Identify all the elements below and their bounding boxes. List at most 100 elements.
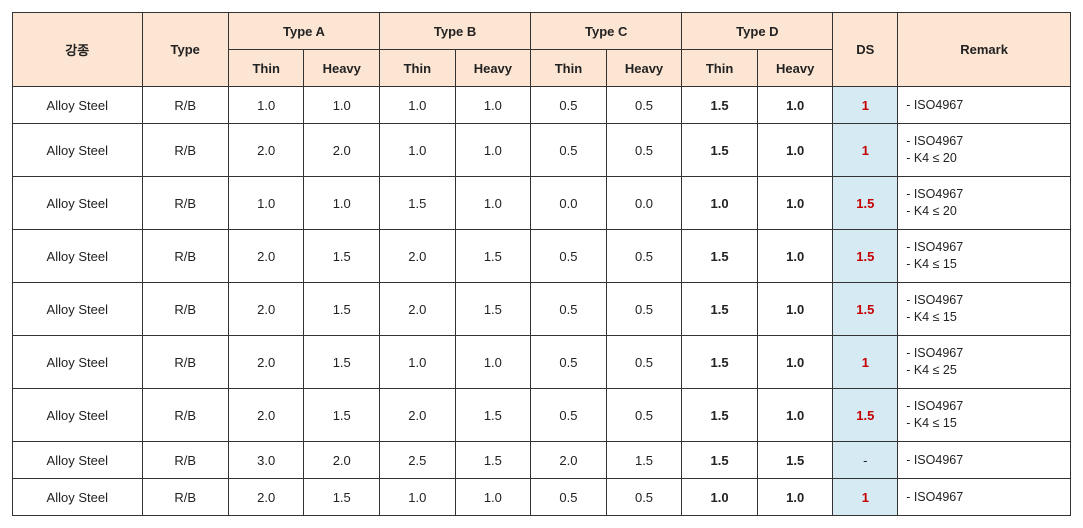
cell-grade: Alloy Steel [13, 336, 143, 389]
cell-remark: - ISO4967- K4 ≤ 20 [898, 177, 1071, 230]
col-subheader-b-thin: Thin [380, 50, 456, 87]
col-subheader-d-heavy: Heavy [757, 50, 833, 87]
cell-c-heavy: 0.5 [606, 389, 682, 442]
col-header-remark: Remark [898, 13, 1071, 87]
cell-b-heavy: 1.0 [455, 124, 531, 177]
cell-c-thin: 0.5 [531, 87, 607, 124]
cell-a-thin: 2.0 [228, 230, 304, 283]
col-header-ds: DS [833, 13, 898, 87]
cell-c-thin: 0.5 [531, 124, 607, 177]
cell-b-heavy: 1.5 [455, 230, 531, 283]
cell-a-thin: 1.0 [228, 177, 304, 230]
cell-grade: Alloy Steel [13, 177, 143, 230]
cell-a-heavy: 1.0 [304, 177, 380, 230]
cell-remark: - ISO4967 [898, 442, 1071, 479]
cell-d-heavy: 1.0 [757, 479, 833, 516]
cell-d-thin: 1.5 [682, 124, 758, 177]
cell-a-thin: 2.0 [228, 389, 304, 442]
cell-b-thin: 1.0 [380, 87, 456, 124]
cell-c-heavy: 0.5 [606, 283, 682, 336]
col-subheader-c-heavy: Heavy [606, 50, 682, 87]
cell-d-thin: 1.5 [682, 442, 758, 479]
table-row: Alloy SteelR/B3.02.02.51.52.01.51.51.5--… [13, 442, 1071, 479]
cell-remark: - ISO4967- K4 ≤ 15 [898, 389, 1071, 442]
col-header-type-c: Type C [531, 13, 682, 50]
cell-b-thin: 2.0 [380, 283, 456, 336]
cell-d-thin: 1.5 [682, 283, 758, 336]
cell-c-thin: 0.5 [531, 336, 607, 389]
cell-a-heavy: 1.5 [304, 389, 380, 442]
cell-remark: - ISO4967 [898, 479, 1071, 516]
cell-b-heavy: 1.0 [455, 177, 531, 230]
cell-a-heavy: 1.5 [304, 479, 380, 516]
cell-a-heavy: 1.5 [304, 283, 380, 336]
col-subheader-d-thin: Thin [682, 50, 758, 87]
cell-grade: Alloy Steel [13, 389, 143, 442]
cell-c-heavy: 1.5 [606, 442, 682, 479]
cell-b-thin: 2.5 [380, 442, 456, 479]
cell-grade: Alloy Steel [13, 283, 143, 336]
col-header-type-d: Type D [682, 13, 833, 50]
cell-ds: - [833, 442, 898, 479]
table-header: 강종 Type Type A Type B Type C Type D DS R… [13, 13, 1071, 87]
cell-ds: 1 [833, 87, 898, 124]
cell-a-heavy: 1.5 [304, 336, 380, 389]
col-header-type-a: Type A [228, 13, 379, 50]
cell-b-thin: 1.0 [380, 336, 456, 389]
cell-b-thin: 2.0 [380, 389, 456, 442]
col-subheader-a-thin: Thin [228, 50, 304, 87]
cell-c-heavy: 0.5 [606, 87, 682, 124]
col-subheader-b-heavy: Heavy [455, 50, 531, 87]
cell-type: R/B [142, 87, 228, 124]
cell-d-heavy: 1.0 [757, 389, 833, 442]
cell-b-thin: 1.0 [380, 124, 456, 177]
cell-remark: - ISO4967 [898, 87, 1071, 124]
cell-grade: Alloy Steel [13, 442, 143, 479]
cell-ds: 1 [833, 124, 898, 177]
cell-a-thin: 2.0 [228, 336, 304, 389]
cell-b-heavy: 1.5 [455, 283, 531, 336]
cell-d-heavy: 1.5 [757, 442, 833, 479]
cell-b-heavy: 1.5 [455, 389, 531, 442]
cell-b-thin: 1.5 [380, 177, 456, 230]
cell-type: R/B [142, 442, 228, 479]
cell-type: R/B [142, 336, 228, 389]
table-row: Alloy SteelR/B2.01.52.01.50.50.51.51.01.… [13, 389, 1071, 442]
cell-d-thin: 1.5 [682, 389, 758, 442]
cell-a-thin: 2.0 [228, 124, 304, 177]
cell-type: R/B [142, 389, 228, 442]
cell-grade: Alloy Steel [13, 87, 143, 124]
cell-remark: - ISO4967- K4 ≤ 15 [898, 283, 1071, 336]
table-row: Alloy SteelR/B2.02.01.01.00.50.51.51.01-… [13, 124, 1071, 177]
table-row: Alloy SteelR/B2.01.52.01.50.50.51.51.01.… [13, 230, 1071, 283]
cell-type: R/B [142, 283, 228, 336]
col-subheader-a-heavy: Heavy [304, 50, 380, 87]
cell-type: R/B [142, 177, 228, 230]
cell-d-thin: 1.0 [682, 177, 758, 230]
cell-c-thin: 0.5 [531, 283, 607, 336]
cell-a-heavy: 1.5 [304, 230, 380, 283]
cell-c-thin: 0.5 [531, 389, 607, 442]
steel-spec-table: 강종 Type Type A Type B Type C Type D DS R… [12, 12, 1071, 516]
col-header-type-b: Type B [380, 13, 531, 50]
cell-a-thin: 3.0 [228, 442, 304, 479]
cell-c-heavy: 0.5 [606, 230, 682, 283]
cell-grade: Alloy Steel [13, 479, 143, 516]
cell-remark: - ISO4967- K4 ≤ 15 [898, 230, 1071, 283]
cell-c-heavy: 0.0 [606, 177, 682, 230]
cell-d-thin: 1.5 [682, 230, 758, 283]
col-subheader-c-thin: Thin [531, 50, 607, 87]
cell-b-thin: 1.0 [380, 479, 456, 516]
table-body: Alloy SteelR/B1.01.01.01.00.50.51.51.01-… [13, 87, 1071, 516]
col-header-grade: 강종 [13, 13, 143, 87]
cell-grade: Alloy Steel [13, 230, 143, 283]
cell-ds: 1 [833, 479, 898, 516]
cell-a-heavy: 2.0 [304, 442, 380, 479]
cell-d-heavy: 1.0 [757, 283, 833, 336]
cell-d-heavy: 1.0 [757, 336, 833, 389]
cell-ds: 1.5 [833, 230, 898, 283]
cell-ds: 1.5 [833, 177, 898, 230]
cell-a-thin: 2.0 [228, 283, 304, 336]
col-header-type: Type [142, 13, 228, 87]
cell-b-heavy: 1.0 [455, 479, 531, 516]
